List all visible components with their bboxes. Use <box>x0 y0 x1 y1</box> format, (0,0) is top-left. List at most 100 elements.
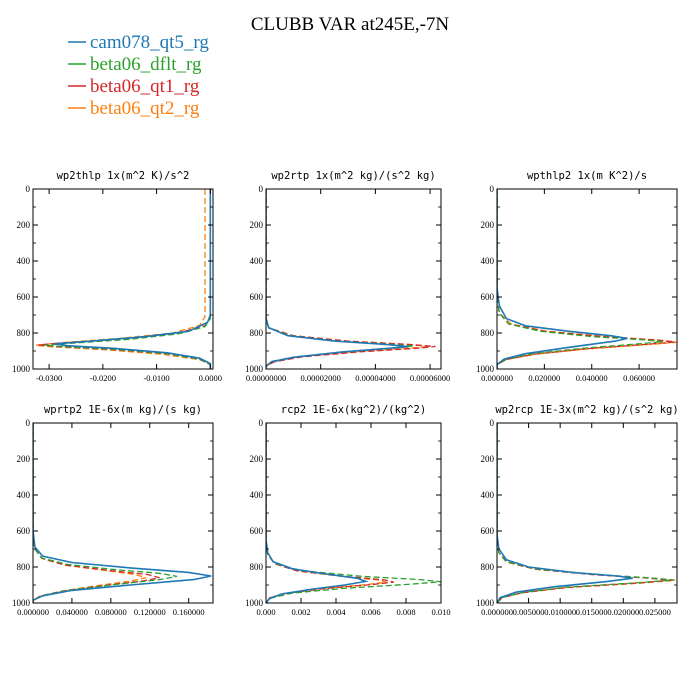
y-tick-label: 400 <box>481 256 495 266</box>
chart-panel: rcp2 1E-6x(kg^2)/(kg^2) 0 200 400 600 800 1000… <box>245 404 451 617</box>
x-tick-label: 0.040000 <box>56 607 88 617</box>
panel-title: rcp2 1E-6x(kg^2)/(kg^2) <box>281 404 426 416</box>
x-tick-label: 0.040000 <box>576 373 608 383</box>
x-tick-label: 0.015000 <box>576 607 608 617</box>
y-tick-label: 1000 <box>476 364 495 374</box>
x-tick-label: 0.000000 <box>481 373 513 383</box>
y-tick-label: 1000 <box>245 598 264 608</box>
y-tick-label: 1000 <box>245 364 264 374</box>
x-tick-label: 0.004 <box>326 607 346 617</box>
y-tick-label: 200 <box>481 220 495 230</box>
x-tick-label: 0.006 <box>361 607 380 617</box>
y-tick-label: 600 <box>481 526 495 536</box>
x-tick-label: 0.080000 <box>95 607 127 617</box>
series-line <box>33 423 212 603</box>
x-tick-label: 0.00000000 <box>246 373 286 383</box>
x-tick-label: -0.0100 <box>143 373 169 383</box>
series-line <box>497 423 676 603</box>
series-line <box>43 189 211 369</box>
series-line <box>35 189 211 369</box>
y-tick-label: 0 <box>259 184 264 194</box>
y-tick-label: 1000 <box>12 364 31 374</box>
series-line <box>497 189 628 369</box>
y-tick-label: 600 <box>250 526 264 536</box>
x-tick-label: 0.120000 <box>134 607 166 617</box>
x-tick-label: 0.00004000 <box>355 373 395 383</box>
x-tick-label: 0.005000 <box>513 607 545 617</box>
y-tick-label: 0 <box>490 184 495 194</box>
series-line <box>54 189 212 369</box>
y-tick-label: 1000 <box>476 598 495 608</box>
y-tick-label: 200 <box>17 220 31 230</box>
y-tick-label: 800 <box>481 562 495 572</box>
legend: cam078_qt5_rgbeta06_dflt_rgbeta06_qt1_rg… <box>68 32 209 119</box>
y-tick-label: 200 <box>250 454 264 464</box>
x-tick-label: 0.060000 <box>623 373 655 383</box>
panel-title: wp2thlp 1x(m^2 K)/s^2 <box>57 170 190 182</box>
legend-label: cam078_qt5_rg <box>90 32 209 53</box>
y-tick-label: 0 <box>26 184 31 194</box>
x-tick-label: 0.010 <box>431 607 450 617</box>
y-tick-label: 600 <box>481 292 495 302</box>
plot-frame <box>265 422 442 604</box>
y-tick-label: 600 <box>250 292 264 302</box>
series-line <box>266 189 409 369</box>
y-tick-label: 400 <box>250 490 264 500</box>
y-tick-label: 600 <box>17 292 31 302</box>
plot-frame <box>32 422 214 604</box>
y-tick-label: 800 <box>17 328 31 338</box>
panel-title: wpthlp2 1x(m K^2)/s <box>527 170 647 182</box>
series-line <box>497 189 663 369</box>
series-line <box>266 423 369 603</box>
y-tick-label: 0 <box>490 418 495 428</box>
figure-title: CLUBB VAR at245E,-7N <box>251 14 450 35</box>
y-tick-label: 0 <box>26 418 31 428</box>
y-tick-label: 600 <box>17 526 31 536</box>
x-tick-label: 0.000 <box>256 607 275 617</box>
y-tick-label: 400 <box>17 256 31 266</box>
series-line <box>266 423 387 603</box>
chart-panel: wp2rcp 1E-3x(m^2 kg)/(s^2 kg)0 200 400 600 8… <box>476 404 679 617</box>
panel-title: wp2rtp 1x(m^2 kg)/(s^2 kg) <box>271 170 435 182</box>
series-line <box>33 423 147 603</box>
x-tick-label: 0.00006000 <box>410 373 450 383</box>
y-tick-label: 800 <box>250 328 264 338</box>
chart-panel: wp2thlp 1x(m^2 K)/s^2 0 200 400 600 800 1000 -0… <box>12 170 222 383</box>
y-tick-label: 400 <box>481 490 495 500</box>
y-tick-label: 0 <box>259 418 264 428</box>
series-line <box>497 423 633 603</box>
y-tick-label: 200 <box>17 454 31 464</box>
y-tick-label: 400 <box>250 256 264 266</box>
panel-title: wprtp2 1E-6x(m kg)/(s kg) <box>44 404 202 416</box>
plot-frame <box>32 188 214 370</box>
plot-frame <box>496 422 678 604</box>
series-line <box>497 423 674 603</box>
panels: wp2thlp 1x(m^2 K)/s^2 0 200 400 600 800 1000 -0… <box>12 170 679 617</box>
legend-label: beta06_dflt_rg <box>90 54 202 75</box>
x-tick-label: -0.0200 <box>90 373 116 383</box>
legend-label: beta06_qt1_rg <box>90 76 200 97</box>
x-tick-label: 0.000000 <box>17 607 49 617</box>
plot-frame <box>496 188 678 370</box>
y-tick-label: 200 <box>250 220 264 230</box>
series-line <box>266 423 394 603</box>
x-tick-label: 0.020000 <box>607 607 639 617</box>
y-tick-label: 800 <box>481 328 495 338</box>
x-tick-label: 0.160000 <box>173 607 205 617</box>
series-line <box>497 189 675 369</box>
x-tick-label: 0.002 <box>291 607 310 617</box>
series-line <box>497 189 677 369</box>
x-tick-label: -0.0300 <box>36 373 62 383</box>
y-tick-label: 200 <box>481 454 495 464</box>
x-tick-label: 0.00002000 <box>301 373 341 383</box>
y-tick-label: 800 <box>17 562 31 572</box>
series-line <box>266 423 441 603</box>
chart-panel: wp2rtp 1x(m^2 kg)/(s^2 kg) 0 200 400 600 800 1… <box>245 170 450 383</box>
x-tick-label: 0.0000 <box>199 373 222 383</box>
y-tick-label: 400 <box>17 490 31 500</box>
legend-label: beta06_qt2_rg <box>90 98 200 119</box>
panel-title: wp2rcp 1E-3x(m^2 kg)/(s^2 kg) <box>495 404 678 416</box>
x-tick-label: 0.000000 <box>481 607 513 617</box>
chart-panel: wpthlp2 1x(m K^2)/s 0 200 400 600 800 10000.00… <box>476 170 678 383</box>
